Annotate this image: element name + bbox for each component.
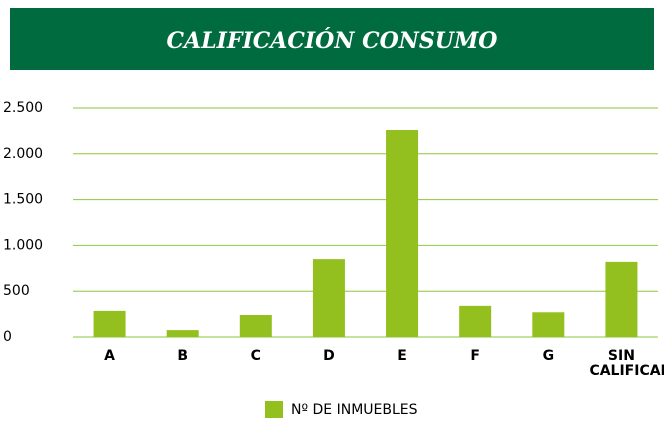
x-tick-label: SIN CALIFICAR (589, 348, 664, 379)
y-tick-label: 1.000 (3, 237, 43, 253)
bar (166, 330, 199, 337)
bar (532, 312, 565, 337)
bar (312, 259, 345, 337)
y-tick-label: 2.000 (3, 146, 43, 162)
y-tick-label: 0 (3, 329, 12, 345)
x-tick-label: D (323, 348, 335, 364)
title-banner (10, 8, 654, 70)
bar (605, 261, 638, 337)
x-tick-label: F (470, 348, 480, 364)
bar (93, 310, 126, 337)
bar (459, 305, 492, 337)
x-tick-label: G (542, 348, 555, 364)
x-tick-label: E (397, 348, 407, 364)
bar (386, 129, 419, 337)
legend-swatch (265, 401, 283, 418)
chart-title: CALIFICACIÓN CONSUMO (167, 27, 498, 54)
y-tick-label: 2.500 (3, 100, 43, 116)
x-tick-label: A (104, 348, 115, 364)
y-tick-label: 500 (3, 283, 30, 299)
x-tick-label: C (250, 348, 261, 364)
y-tick-label: 1.500 (3, 192, 43, 208)
legend-label: Nº DE INMUEBLES (291, 402, 418, 418)
x-tick-label: B (177, 348, 189, 364)
bar (239, 315, 272, 337)
